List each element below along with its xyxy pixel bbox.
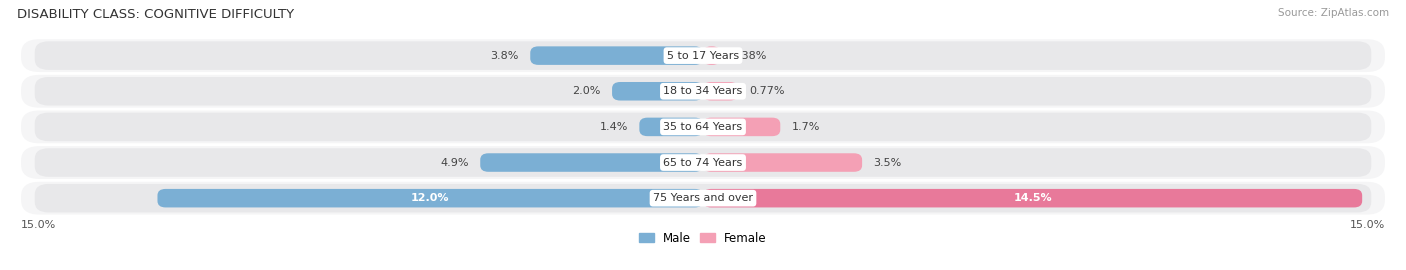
- Text: 15.0%: 15.0%: [1350, 220, 1385, 230]
- Text: Source: ZipAtlas.com: Source: ZipAtlas.com: [1278, 8, 1389, 18]
- FancyBboxPatch shape: [21, 110, 1385, 143]
- Text: 0.38%: 0.38%: [731, 50, 768, 61]
- FancyBboxPatch shape: [21, 75, 1385, 108]
- FancyBboxPatch shape: [612, 82, 703, 100]
- Text: 65 to 74 Years: 65 to 74 Years: [664, 157, 742, 168]
- FancyBboxPatch shape: [530, 46, 703, 65]
- FancyBboxPatch shape: [703, 189, 1362, 207]
- Text: 14.5%: 14.5%: [1014, 193, 1052, 203]
- FancyBboxPatch shape: [21, 182, 1385, 215]
- FancyBboxPatch shape: [35, 41, 1371, 70]
- FancyBboxPatch shape: [157, 189, 703, 207]
- Text: DISABILITY CLASS: COGNITIVE DIFFICULTY: DISABILITY CLASS: COGNITIVE DIFFICULTY: [17, 8, 294, 21]
- FancyBboxPatch shape: [35, 184, 1371, 212]
- Text: 1.4%: 1.4%: [599, 122, 628, 132]
- FancyBboxPatch shape: [21, 39, 1385, 72]
- FancyBboxPatch shape: [703, 118, 780, 136]
- Text: 3.8%: 3.8%: [491, 50, 519, 61]
- FancyBboxPatch shape: [481, 153, 703, 172]
- Text: 1.7%: 1.7%: [792, 122, 820, 132]
- Text: 3.5%: 3.5%: [873, 157, 901, 168]
- Legend: Male, Female: Male, Female: [634, 227, 772, 249]
- Text: 35 to 64 Years: 35 to 64 Years: [664, 122, 742, 132]
- FancyBboxPatch shape: [640, 118, 703, 136]
- FancyBboxPatch shape: [35, 148, 1371, 177]
- Text: 2.0%: 2.0%: [572, 86, 600, 96]
- FancyBboxPatch shape: [35, 77, 1371, 106]
- FancyBboxPatch shape: [703, 82, 738, 100]
- FancyBboxPatch shape: [21, 146, 1385, 179]
- Text: 5 to 17 Years: 5 to 17 Years: [666, 50, 740, 61]
- Text: 18 to 34 Years: 18 to 34 Years: [664, 86, 742, 96]
- FancyBboxPatch shape: [35, 113, 1371, 141]
- Text: 75 Years and over: 75 Years and over: [652, 193, 754, 203]
- FancyBboxPatch shape: [703, 153, 862, 172]
- Text: 15.0%: 15.0%: [21, 220, 56, 230]
- Text: 4.9%: 4.9%: [440, 157, 468, 168]
- FancyBboxPatch shape: [703, 46, 720, 65]
- Text: 0.77%: 0.77%: [749, 86, 785, 96]
- Text: 12.0%: 12.0%: [411, 193, 450, 203]
